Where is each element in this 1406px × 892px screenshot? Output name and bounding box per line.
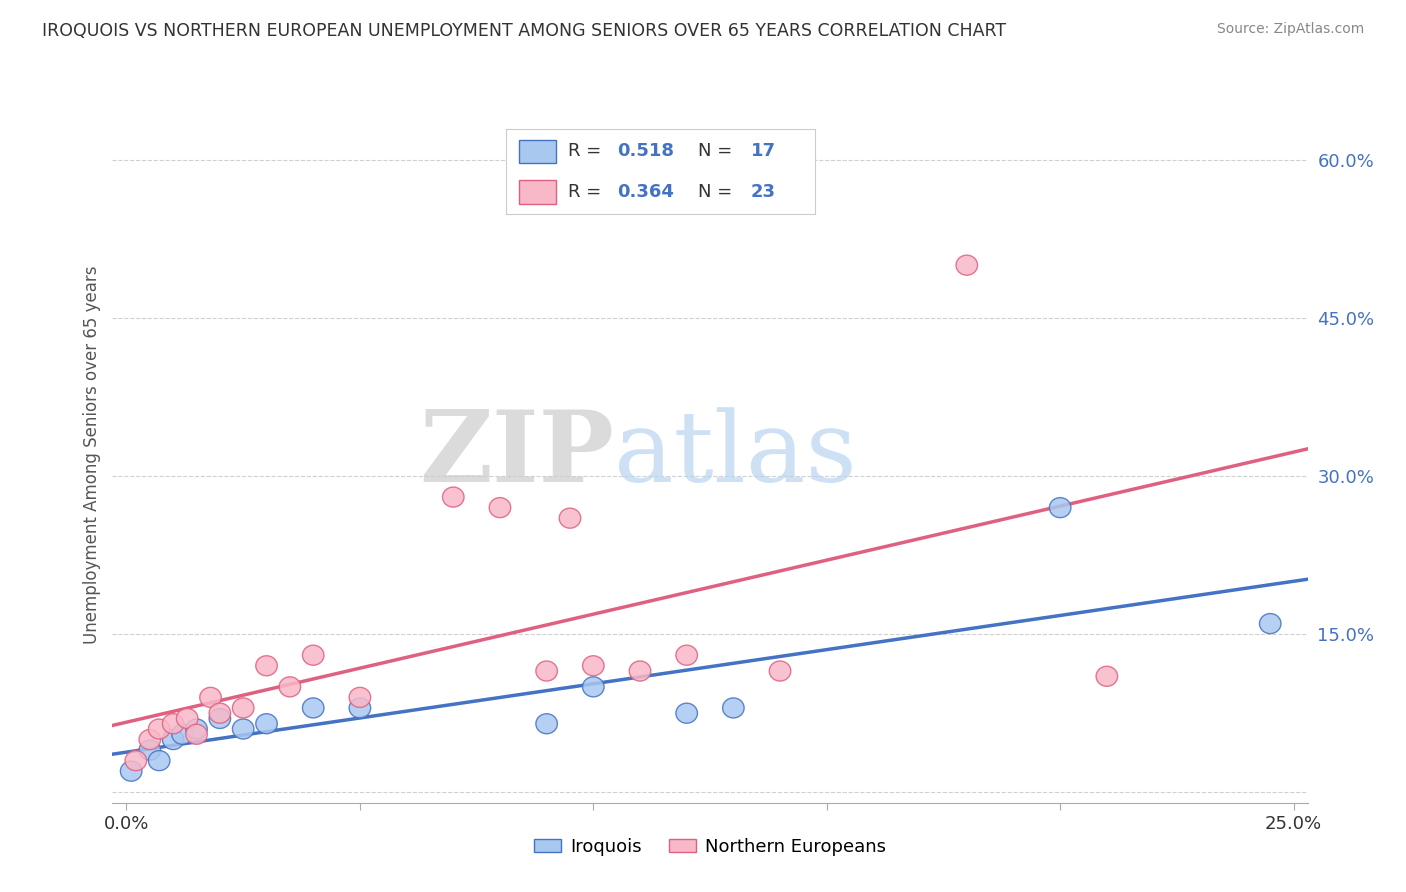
Ellipse shape: [121, 761, 142, 781]
Ellipse shape: [139, 740, 160, 760]
Text: 17: 17: [751, 143, 776, 161]
Ellipse shape: [1049, 498, 1071, 517]
Ellipse shape: [149, 750, 170, 771]
Y-axis label: Unemployment Among Seniors over 65 years: Unemployment Among Seniors over 65 years: [83, 266, 101, 644]
Ellipse shape: [232, 719, 254, 739]
Text: N =: N =: [697, 183, 738, 201]
Text: atlas: atlas: [614, 407, 858, 503]
Ellipse shape: [676, 645, 697, 665]
Text: 0.518: 0.518: [617, 143, 675, 161]
Legend: Iroquois, Northern Europeans: Iroquois, Northern Europeans: [527, 831, 893, 863]
Ellipse shape: [630, 661, 651, 681]
Ellipse shape: [209, 708, 231, 729]
Ellipse shape: [149, 719, 170, 739]
Ellipse shape: [186, 724, 207, 744]
Text: ZIP: ZIP: [419, 407, 614, 503]
Ellipse shape: [1260, 614, 1281, 633]
Ellipse shape: [186, 719, 207, 739]
Text: 0.364: 0.364: [617, 183, 675, 201]
Ellipse shape: [302, 645, 323, 665]
Ellipse shape: [443, 487, 464, 508]
Ellipse shape: [163, 714, 184, 734]
Ellipse shape: [209, 703, 231, 723]
Ellipse shape: [232, 698, 254, 718]
Ellipse shape: [349, 688, 371, 707]
Ellipse shape: [489, 498, 510, 517]
Ellipse shape: [256, 714, 277, 734]
Ellipse shape: [956, 255, 977, 276]
Ellipse shape: [163, 730, 184, 749]
Ellipse shape: [536, 714, 557, 734]
Ellipse shape: [280, 677, 301, 697]
Ellipse shape: [582, 656, 605, 676]
Ellipse shape: [582, 677, 605, 697]
Text: IROQUOIS VS NORTHERN EUROPEAN UNEMPLOYMENT AMONG SENIORS OVER 65 YEARS CORRELATI: IROQUOIS VS NORTHERN EUROPEAN UNEMPLOYME…: [42, 22, 1007, 40]
Text: R =: R =: [568, 183, 607, 201]
Ellipse shape: [536, 661, 557, 681]
Ellipse shape: [769, 661, 790, 681]
Ellipse shape: [1097, 666, 1118, 686]
Ellipse shape: [560, 508, 581, 528]
Ellipse shape: [200, 688, 221, 707]
Ellipse shape: [676, 703, 697, 723]
Text: 23: 23: [751, 183, 776, 201]
Text: R =: R =: [568, 143, 607, 161]
Ellipse shape: [125, 750, 146, 771]
Ellipse shape: [349, 698, 371, 718]
Ellipse shape: [139, 730, 160, 749]
Bar: [519, 139, 555, 163]
Ellipse shape: [256, 656, 277, 676]
Ellipse shape: [172, 724, 193, 744]
Text: Source: ZipAtlas.com: Source: ZipAtlas.com: [1216, 22, 1364, 37]
Bar: [519, 180, 555, 204]
Ellipse shape: [723, 698, 744, 718]
Text: N =: N =: [697, 143, 738, 161]
Ellipse shape: [302, 698, 323, 718]
Ellipse shape: [176, 708, 198, 729]
